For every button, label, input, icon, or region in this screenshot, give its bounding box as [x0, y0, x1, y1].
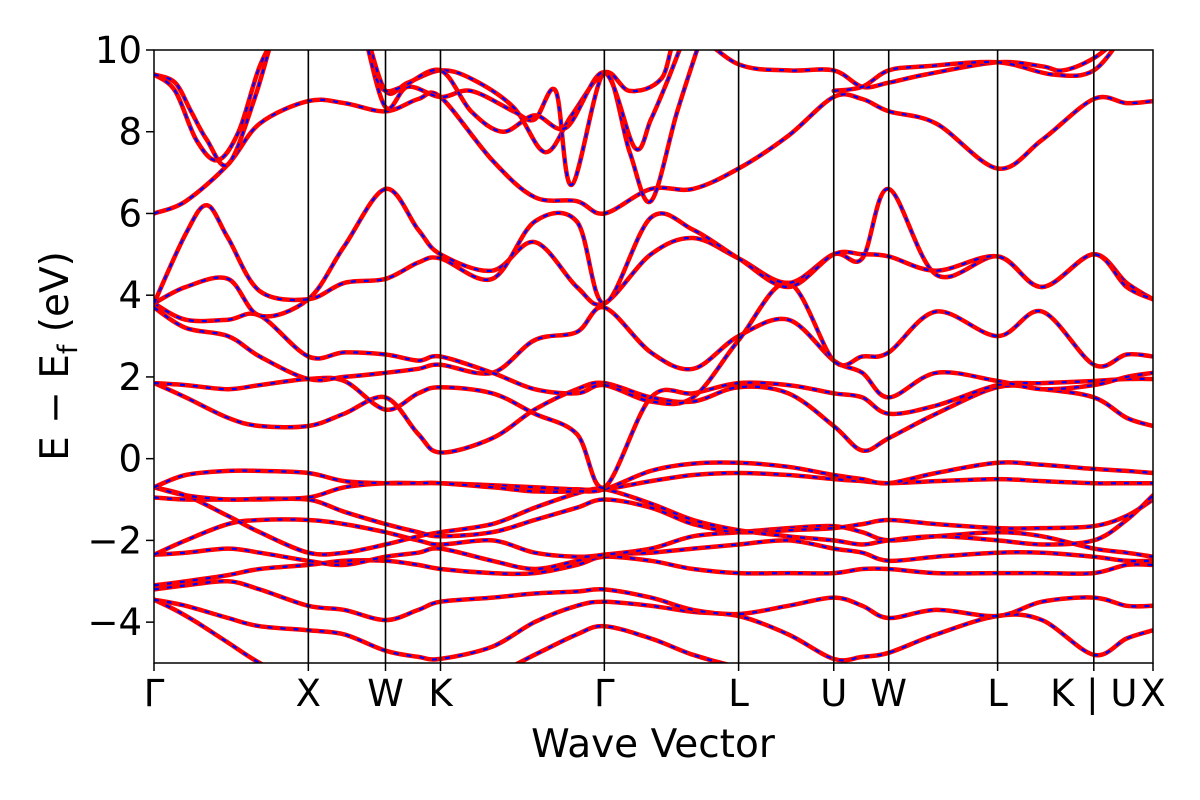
- band-dash-2: [154, 580, 1153, 622]
- band-dash-13: [154, 281, 1153, 406]
- y-tick-label-7: 10: [95, 29, 142, 72]
- band-line-16: [154, 90, 1153, 216]
- x-tick-label-6: U: [820, 672, 847, 715]
- x-tick-label-5: L: [728, 672, 749, 715]
- y-axis-ticks: −4 −2 0 2 4 6 8 10: [87, 29, 154, 644]
- band-dash-5: [154, 518, 1153, 558]
- plot-frame: [153, 49, 1154, 664]
- band-line-1: [154, 597, 1153, 663]
- y-axis-label-subscript: f: [53, 343, 84, 354]
- band-line-22: [831, 50, 1116, 94]
- y-tick-label-5: 6: [118, 192, 142, 235]
- x-tick-label-0: Γ: [144, 672, 165, 715]
- band-dash-14: [154, 187, 1153, 318]
- x-tick-label-7: W: [870, 672, 907, 715]
- x-tick-label-1: X: [296, 672, 321, 715]
- x-tick-label-8: L: [987, 672, 1008, 715]
- band-dash-3: [154, 555, 1153, 587]
- band-dash-10: [154, 381, 1153, 454]
- x-tick-label-2: W: [367, 672, 404, 715]
- band-dash-6: [154, 496, 1153, 538]
- band-dash-9: [154, 461, 1153, 493]
- y-tick-label-0: −4: [87, 601, 142, 644]
- y-tick-label-6: 8: [118, 111, 142, 154]
- y-axis-label-main: E − E: [33, 354, 78, 461]
- band-dash-1: [154, 598, 1153, 662]
- x-tick-label-3: K: [428, 672, 454, 715]
- band-dash-8: [154, 471, 1153, 501]
- band-line-17: [154, 50, 270, 163]
- x-tick-label-9: K | U: [1050, 672, 1137, 715]
- band-line-21: [373, 50, 682, 152]
- band-dash-19: [369, 50, 1107, 154]
- band-line-12: [154, 305, 1153, 400]
- y-tick-label-1: −2: [87, 519, 142, 562]
- band-line-2: [154, 578, 1153, 623]
- high-symmetry-lines: [307, 50, 1095, 663]
- band-dash-11: [154, 376, 1153, 489]
- y-tick-label-4: 4: [118, 274, 142, 317]
- band-dash-7: [154, 486, 1153, 556]
- x-tick-label-4: Γ: [594, 672, 615, 715]
- band-dash-20: [367, 50, 699, 204]
- x-tick-label-10: X: [1140, 672, 1165, 715]
- y-axis-label: E − Ef (eV): [33, 251, 84, 461]
- band-dash-17: [154, 50, 269, 162]
- band-lines: [154, 50, 1153, 663]
- band-dash-4: [154, 539, 1153, 571]
- y-axis-label-unit: (eV): [33, 251, 78, 345]
- y-tick-label-3: 2: [118, 356, 142, 399]
- y-tick-label-2: 0: [118, 438, 142, 481]
- band-line-19: [368, 50, 1109, 155]
- band-dash-22: [833, 50, 1114, 92]
- x-axis-label: Wave Vector: [531, 722, 776, 767]
- band-line-8: [154, 470, 1153, 502]
- band-line-18: [154, 50, 272, 168]
- band-dash-15: [154, 204, 1153, 305]
